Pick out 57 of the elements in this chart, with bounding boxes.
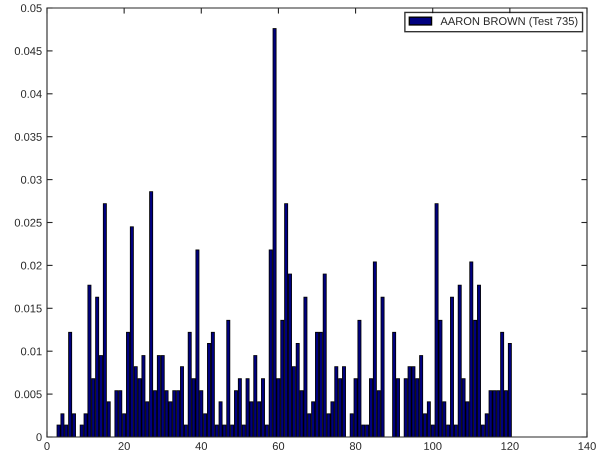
bar (218, 401, 223, 437)
y-tick-label: 0.035 (14, 132, 42, 141)
bar (372, 262, 377, 437)
bar (380, 296, 385, 437)
x-tick-label: 120 (501, 442, 519, 450)
bar (508, 343, 512, 437)
y-tick-label: 0.025 (14, 218, 42, 227)
bar (419, 355, 424, 437)
bar (488, 390, 493, 437)
bar (272, 28, 277, 437)
bar (392, 332, 396, 437)
bar (180, 366, 184, 437)
bar (246, 378, 250, 437)
bar (357, 320, 362, 437)
bar (434, 203, 439, 437)
bar (284, 203, 288, 437)
y-tick-label: 0.03 (20, 176, 42, 184)
bar (87, 284, 92, 437)
bar (261, 378, 265, 437)
bar (130, 226, 134, 437)
bar (426, 401, 431, 437)
bar (477, 284, 481, 437)
bar (141, 355, 146, 437)
bar (342, 366, 346, 437)
bar (102, 203, 107, 437)
x-tick-label: 80 (350, 442, 362, 450)
y-tick-label: 0.02 (20, 262, 42, 270)
y-tick-label: 0.04 (20, 90, 42, 98)
bar (450, 296, 454, 437)
x-tick-label: 140 (578, 442, 596, 450)
bar (114, 390, 118, 437)
bar (156, 355, 161, 437)
y-tick-label: 0.015 (14, 304, 42, 312)
bar (95, 296, 100, 437)
bar (408, 366, 412, 437)
legend-label: AARON BROWN (Test 735) (440, 16, 578, 28)
bar (315, 332, 319, 437)
bar (210, 332, 215, 437)
bar (60, 413, 64, 437)
bar (500, 332, 504, 437)
y-tick-label: 0.05 (20, 4, 42, 12)
bar (68, 332, 72, 437)
y-tick-label: 0.01 (20, 347, 42, 356)
bar (238, 378, 242, 437)
x-tick-label: 60 (272, 442, 284, 450)
bar (411, 366, 416, 437)
bar (149, 191, 154, 437)
y-tick-label: 0 (36, 433, 42, 442)
bar (492, 390, 496, 437)
bar (303, 296, 308, 437)
x-tick-label: 0 (44, 442, 50, 450)
x-tick-label: 20 (118, 442, 130, 450)
y-tick-label: 0.005 (14, 390, 42, 398)
bar (195, 250, 200, 437)
x-tick-label: 40 (195, 442, 208, 450)
y-tick-label: 0.045 (14, 47, 42, 56)
x-tick-label: 100 (424, 442, 442, 450)
